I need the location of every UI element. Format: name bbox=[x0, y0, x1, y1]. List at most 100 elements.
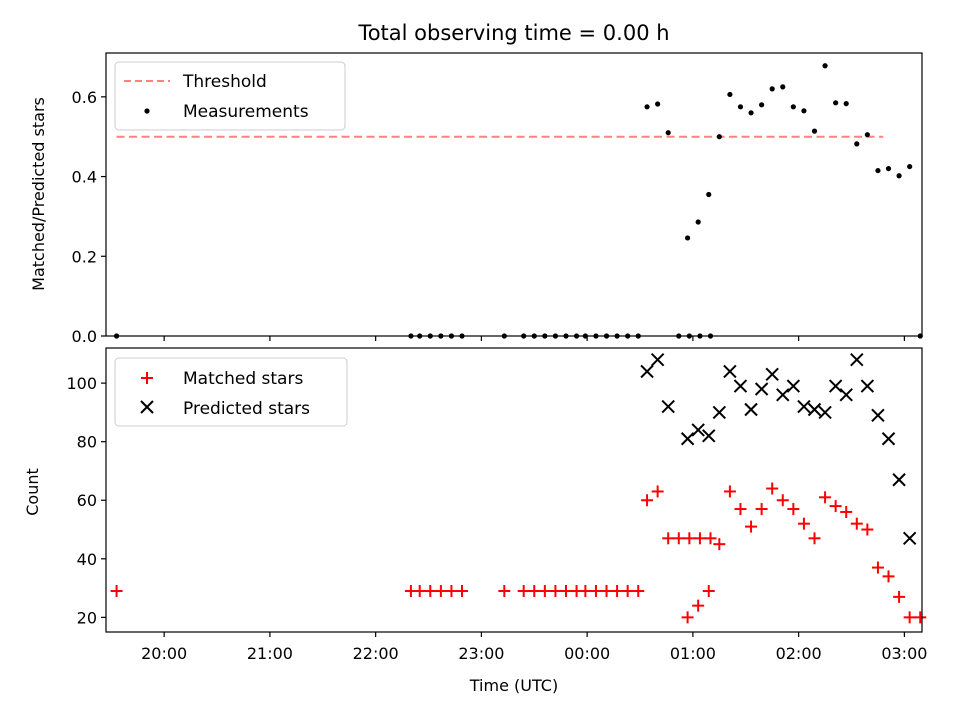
x-tick-label: 00:00 bbox=[564, 644, 610, 663]
y-tick-label: 0.2 bbox=[72, 247, 97, 266]
legend-matched-label: Matched stars bbox=[183, 369, 303, 389]
measurement-point bbox=[833, 100, 839, 106]
predicted-stars-point bbox=[902, 531, 917, 546]
top-y-ticks: 0.0 0.2 0.4 0.6 bbox=[72, 88, 106, 346]
bottom-legend-box bbox=[114, 357, 348, 427]
measurement-point bbox=[811, 128, 818, 134]
matched-stars-point bbox=[549, 585, 562, 598]
matched-stars-point bbox=[651, 485, 664, 498]
predicted-stars-point bbox=[702, 429, 716, 443]
matched-stars-point bbox=[723, 485, 736, 498]
matched-stars-point bbox=[632, 585, 645, 598]
x-axis-label: Time (UTC) bbox=[469, 676, 558, 695]
matched-stars-point bbox=[641, 494, 654, 507]
matched-stars-point bbox=[914, 611, 927, 624]
measurement-point bbox=[695, 219, 701, 225]
predicted-stars-point bbox=[765, 367, 779, 382]
x-tick-label: 02:00 bbox=[776, 644, 822, 663]
matched-stars-point bbox=[621, 585, 634, 598]
measurement-point bbox=[822, 63, 828, 69]
x-tick-label: 22:00 bbox=[353, 644, 399, 663]
x-tick-label: 21:00 bbox=[247, 644, 293, 663]
matched-stars-point bbox=[110, 585, 123, 598]
measurement-point bbox=[748, 110, 754, 116]
y-tick-label: 40 bbox=[77, 550, 97, 569]
bottom-x-ticks: 20:00 21:00 22:00 23:00 00:00 01:00 02:00 03:00 bbox=[141, 632, 927, 663]
matched-stars-point bbox=[734, 503, 747, 516]
y-tick-label: 80 bbox=[77, 433, 97, 452]
matched-stars-point bbox=[528, 585, 541, 598]
top-axes-frame bbox=[105, 52, 923, 337]
predicted-stars-point bbox=[797, 399, 811, 414]
y-tick-label: 20 bbox=[77, 608, 97, 627]
predicted-stars-point bbox=[661, 399, 675, 414]
x-tick-label: 03:00 bbox=[881, 644, 927, 663]
legend-predicted-swatch bbox=[140, 400, 154, 414]
measurement-point bbox=[843, 101, 849, 107]
predicted-stars-point bbox=[744, 402, 758, 417]
x-tick-label: 20:00 bbox=[141, 644, 187, 663]
matched-stars-point bbox=[903, 611, 916, 624]
matched-stars-point bbox=[861, 523, 874, 536]
bottom-data-marks bbox=[110, 353, 927, 624]
matched-stars-point bbox=[704, 532, 717, 545]
predicted-stars-point bbox=[850, 353, 864, 367]
bottom-y-axis-label: Count bbox=[23, 468, 42, 516]
predicted-stars-point bbox=[680, 432, 695, 446]
predicted-stars-point bbox=[733, 379, 748, 393]
predicted-stars-point bbox=[691, 423, 705, 437]
bottom-legend: Matched stars Predicted stars bbox=[114, 357, 348, 427]
measurement-point bbox=[864, 132, 870, 138]
legend-measurements-swatch bbox=[144, 108, 150, 114]
matched-stars-point bbox=[808, 532, 821, 545]
predicted-stars-point bbox=[786, 379, 801, 393]
measurement-point bbox=[665, 130, 671, 136]
y-tick-label: 60 bbox=[77, 491, 97, 510]
measurement-point bbox=[727, 91, 733, 98]
y-tick-label: 100 bbox=[66, 374, 97, 393]
matched-stars-point bbox=[871, 561, 884, 574]
matched-stars-point bbox=[819, 491, 832, 504]
predicted-stars-point bbox=[839, 388, 853, 402]
matched-stars-point bbox=[787, 503, 800, 516]
measurement-point bbox=[716, 134, 722, 140]
measurement-point bbox=[655, 101, 661, 107]
top-legend-box bbox=[114, 61, 346, 131]
matched-stars-point bbox=[517, 585, 530, 598]
predicted-stars-point bbox=[871, 408, 885, 423]
predicted-stars-point bbox=[712, 405, 727, 420]
x-tick-label: 01:00 bbox=[670, 644, 716, 663]
matched-stars-point bbox=[755, 503, 768, 516]
matched-stars-point bbox=[692, 599, 705, 612]
measurement-point bbox=[885, 165, 892, 172]
matched-stars-point bbox=[829, 500, 842, 513]
top-y-axis-label: Matched/Predicted stars bbox=[29, 97, 48, 291]
matched-stars-point bbox=[681, 611, 694, 624]
predicted-stars-point bbox=[860, 379, 875, 393]
matched-stars-point bbox=[745, 520, 758, 533]
matched-stars-point bbox=[589, 585, 602, 598]
matched-stars-point bbox=[434, 585, 447, 598]
measurement-point bbox=[684, 235, 691, 241]
matched-stars-point bbox=[611, 585, 624, 598]
matched-stars-point bbox=[538, 585, 551, 598]
predicted-stars-point bbox=[754, 382, 769, 396]
matched-stars-point bbox=[600, 585, 613, 598]
measurement-point bbox=[790, 104, 796, 110]
bottom-axes-frame bbox=[105, 347, 923, 633]
matched-stars-point bbox=[713, 538, 726, 551]
y-tick-label: 0.4 bbox=[72, 168, 97, 187]
bottom-y-ticks: 20 40 60 80 100 bbox=[66, 374, 106, 627]
predicted-stars-point bbox=[892, 473, 906, 487]
matched-stars-point bbox=[456, 585, 469, 598]
matched-stars-point bbox=[662, 532, 675, 545]
matched-stars-point bbox=[797, 517, 810, 530]
predicted-stars-point bbox=[828, 379, 843, 393]
matched-stars-point bbox=[702, 585, 715, 598]
legend-threshold-label: Threshold bbox=[182, 72, 267, 92]
measurement-point bbox=[737, 104, 744, 110]
matched-stars-point bbox=[882, 570, 895, 583]
measurement-point bbox=[854, 141, 860, 147]
chart-title: Total observing time = 0.00 h bbox=[357, 21, 669, 45]
predicted-stars-point bbox=[818, 405, 832, 420]
